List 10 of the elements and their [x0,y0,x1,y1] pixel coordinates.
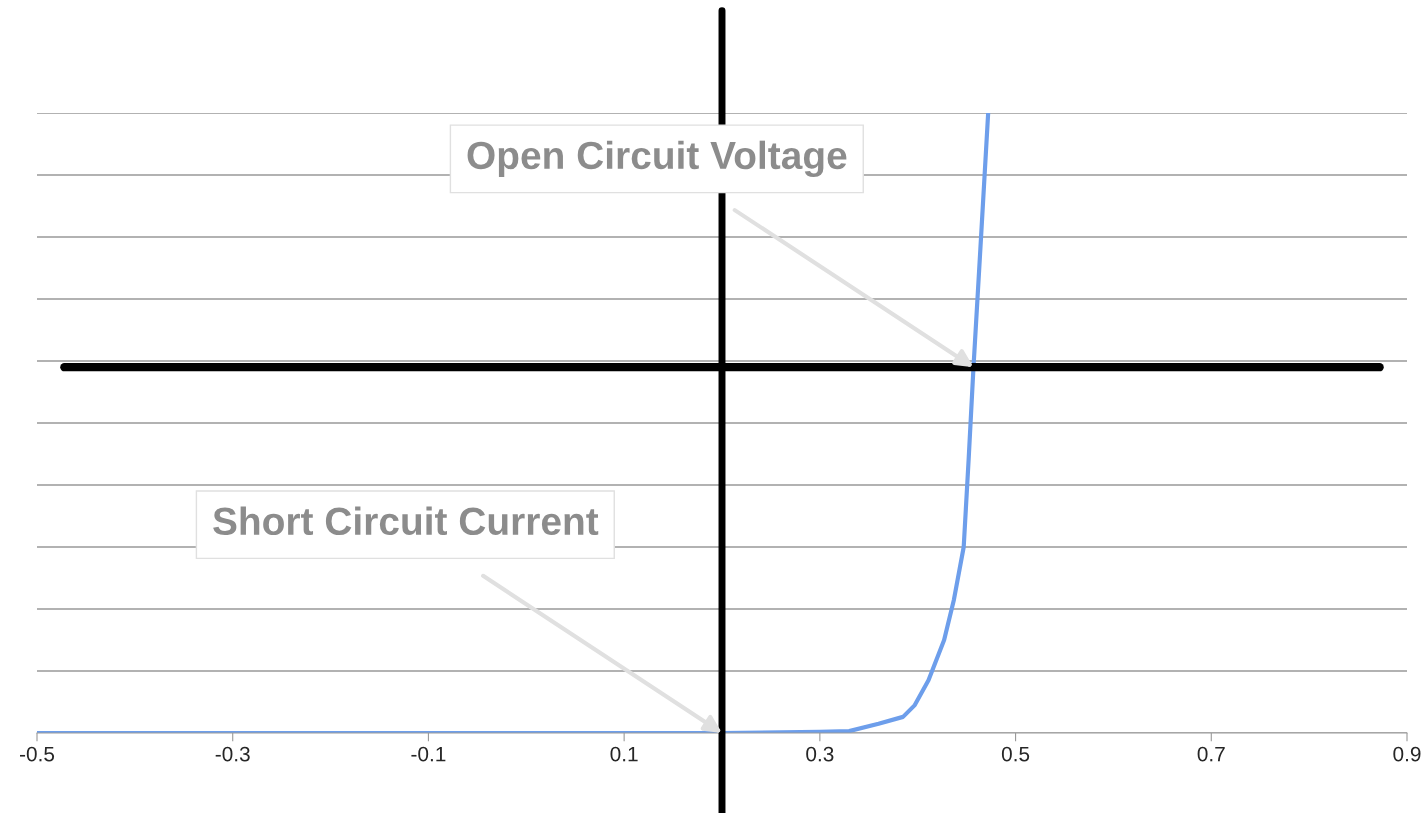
x-tick-label: -0.5 [19,746,55,762]
x-tick-label: 0.5 [1001,746,1030,762]
x-tick-label: -0.3 [215,746,250,762]
x-tick-label: 0.7 [1197,746,1225,762]
annotation: Short Circuit Current [213,506,599,536]
annotation: Open Circuit Voltage [467,140,847,178]
x-tick-label: 0.3 [806,746,834,762]
x-tick-label: 0.9 [1393,746,1421,762]
x-tick-label: -0.1 [411,746,446,762]
x-tick-label: 0.1 [610,746,638,762]
